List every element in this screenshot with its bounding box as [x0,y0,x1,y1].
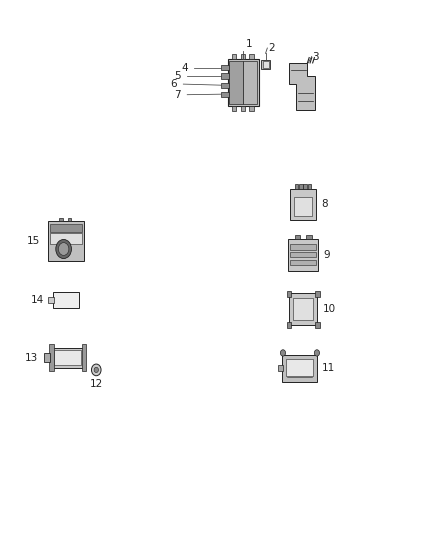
Bar [290,189,316,220]
Bar [82,344,86,371]
Bar [315,321,320,328]
Bar [287,321,291,328]
Bar [290,252,317,257]
Text: 1: 1 [246,39,252,49]
Bar [48,297,53,303]
Bar [228,59,259,107]
Bar [54,350,81,365]
Text: 12: 12 [90,379,103,390]
Text: 8: 8 [321,199,328,209]
Bar [51,348,84,368]
Bar [221,65,229,70]
Bar [229,61,243,104]
Text: 7: 7 [174,90,181,100]
Bar [244,61,258,104]
Circle shape [280,350,286,356]
Bar [282,355,317,382]
Text: 10: 10 [322,304,336,314]
Bar [221,92,229,97]
Bar [250,54,254,59]
Circle shape [92,364,101,376]
Bar [287,291,291,297]
Circle shape [56,239,71,259]
Polygon shape [289,63,315,110]
Bar [294,197,312,216]
Circle shape [314,350,320,356]
Text: 11: 11 [322,364,336,373]
Bar [241,107,245,111]
Text: 3: 3 [313,52,319,61]
Text: 13: 13 [25,353,38,362]
Text: 4: 4 [181,63,187,72]
Bar [49,233,82,244]
Bar [295,184,298,189]
Bar [68,218,71,221]
Bar [307,235,312,239]
Text: 9: 9 [323,250,330,260]
Bar [290,260,317,265]
Bar [221,74,229,79]
Text: 5: 5 [174,71,181,81]
Circle shape [94,367,99,373]
Bar [299,184,303,189]
Bar [261,60,270,69]
Bar [290,244,317,249]
Bar [232,107,237,111]
Text: 6: 6 [170,79,177,89]
Bar [289,293,317,325]
Bar [278,365,283,372]
Bar [49,344,54,371]
Bar [49,223,82,232]
Text: 15: 15 [27,236,40,246]
Bar [250,107,254,111]
Bar [44,353,50,362]
Bar [293,298,313,319]
Text: 2: 2 [268,43,275,53]
Bar [241,54,245,59]
Bar [53,292,79,308]
Circle shape [58,243,69,255]
Bar [232,54,237,59]
Bar [315,291,320,297]
Text: 14: 14 [31,295,44,305]
Bar [286,359,313,376]
Bar [304,184,307,189]
Bar [288,239,318,271]
Bar [59,218,63,221]
Bar [308,184,311,189]
Bar [48,221,84,261]
Bar [262,61,268,68]
Bar [221,83,229,88]
Bar [295,235,300,239]
